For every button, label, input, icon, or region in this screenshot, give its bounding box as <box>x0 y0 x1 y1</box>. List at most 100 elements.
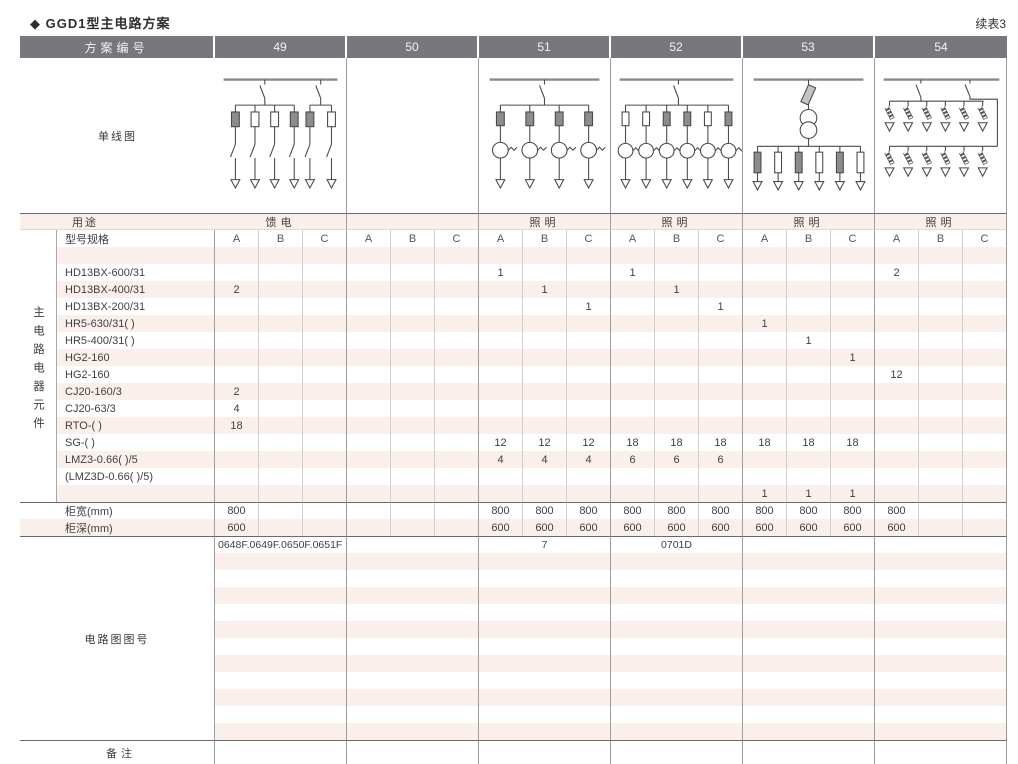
component-value-54A <box>875 332 919 349</box>
figure-blank-cell <box>875 570 1007 587</box>
component-value-51C <box>567 400 611 417</box>
component-value-54C <box>963 264 1007 281</box>
scheme-number-50: 50 <box>347 36 479 58</box>
dimension-value-52A: 800 <box>611 502 655 519</box>
figure-blank-cell <box>347 587 479 604</box>
figure-blank-cell <box>347 570 479 587</box>
component-value-52C: 1 <box>699 298 743 315</box>
component-value-51B: 12 <box>523 434 567 451</box>
component-value-51B <box>523 349 567 366</box>
component-value-54C <box>963 298 1007 315</box>
component-label: HD13BX-600/31 <box>57 264 215 281</box>
component-value-52A <box>611 400 655 417</box>
spec-row-label: 型号规格 <box>57 230 215 247</box>
component-value-50A <box>347 349 391 366</box>
subcolumn-header-53C: C <box>831 230 875 247</box>
component-value-53B <box>787 315 831 332</box>
component-value-52A <box>611 417 655 434</box>
component-label: HR5-630/31( ) <box>57 315 215 332</box>
component-value-49C <box>303 417 347 434</box>
component-value-53A <box>743 451 787 468</box>
figure-blank-cell <box>347 706 479 723</box>
component-value-53A <box>743 298 787 315</box>
component-value-49A <box>215 247 259 264</box>
figure-number-52: 0701D <box>611 536 743 553</box>
usage-value-51: 照明 <box>479 213 611 230</box>
dimension-value-52C: 800 <box>699 502 743 519</box>
component-value-50A <box>347 451 391 468</box>
component-value-51C <box>567 264 611 281</box>
component-value-51C <box>567 383 611 400</box>
component-value-51A: 4 <box>479 451 523 468</box>
component-value-49C <box>303 298 347 315</box>
component-value-52A <box>611 247 655 264</box>
figure-blank-cell <box>215 672 347 689</box>
component-value-52A <box>611 383 655 400</box>
figure-blank-cell <box>215 689 347 706</box>
dimension-value-51A: 600 <box>479 519 523 536</box>
figure-blank-cell <box>743 689 875 706</box>
component-value-49C <box>303 434 347 451</box>
component-value-53B <box>787 281 831 298</box>
dimension-value-50A <box>347 502 391 519</box>
component-value-54C <box>963 349 1007 366</box>
dimension-value-53C: 800 <box>831 502 875 519</box>
figure-blank-cell <box>347 689 479 706</box>
figure-blank-cell <box>479 672 611 689</box>
dimension-value-50B <box>391 502 435 519</box>
component-value-50C <box>435 366 479 383</box>
component-value-54B <box>919 281 963 298</box>
subcolumn-header-49C: C <box>303 230 347 247</box>
component-value-49B <box>259 264 303 281</box>
component-value-54B <box>919 400 963 417</box>
component-value-53C: 1 <box>831 349 875 366</box>
figure-blank-cell <box>743 621 875 638</box>
component-value-50B <box>391 417 435 434</box>
component-value-49B <box>259 349 303 366</box>
component-value-52B: 6 <box>655 451 699 468</box>
single-line-diagram-54 <box>883 77 1000 177</box>
component-value-50C <box>435 247 479 264</box>
dimension-value-49B <box>259 502 303 519</box>
component-value-52A: 6 <box>611 451 655 468</box>
component-value-50A <box>347 383 391 400</box>
component-value-52C: 6 <box>699 451 743 468</box>
component-value-52A <box>611 349 655 366</box>
component-value-54B <box>919 332 963 349</box>
component-value-53A <box>743 247 787 264</box>
component-value-53B <box>787 451 831 468</box>
remarks-value-53 <box>743 740 875 764</box>
subcolumn-header-53B: B <box>787 230 831 247</box>
dimension-value-50C <box>435 502 479 519</box>
component-label: HD13BX-200/31 <box>57 298 215 315</box>
dimension-value-51C: 800 <box>567 502 611 519</box>
usage-value-54: 照明 <box>875 213 1007 230</box>
single-line-diagram-49 <box>223 77 338 189</box>
component-value-49C <box>303 383 347 400</box>
single-line-diagram-51 <box>489 77 606 189</box>
dimension-value-54C <box>963 519 1007 536</box>
component-value-53C <box>831 383 875 400</box>
component-value-50A <box>347 485 391 502</box>
dimension-value-49B <box>259 519 303 536</box>
diagram-cell-52 <box>611 58 743 213</box>
figure-blank-cell <box>743 553 875 570</box>
figure-blank-cell <box>743 604 875 621</box>
component-value-54A: 12 <box>875 366 919 383</box>
figure-blank-cell <box>875 553 1007 570</box>
component-value-50C <box>435 315 479 332</box>
remarks-value-50 <box>347 740 479 764</box>
figure-blank-cell <box>611 638 743 655</box>
subcolumn-header-54A: A <box>875 230 919 247</box>
component-value-53A <box>743 281 787 298</box>
component-value-53B <box>787 349 831 366</box>
figure-blank-cell <box>743 723 875 740</box>
component-value-53B <box>787 417 831 434</box>
component-value-50C <box>435 332 479 349</box>
component-value-51B <box>523 315 567 332</box>
dimension-value-49C <box>303 502 347 519</box>
dimension-value-52B: 800 <box>655 502 699 519</box>
component-value-51B <box>523 417 567 434</box>
component-value-53C: 18 <box>831 434 875 451</box>
component-value-50C <box>435 468 479 485</box>
